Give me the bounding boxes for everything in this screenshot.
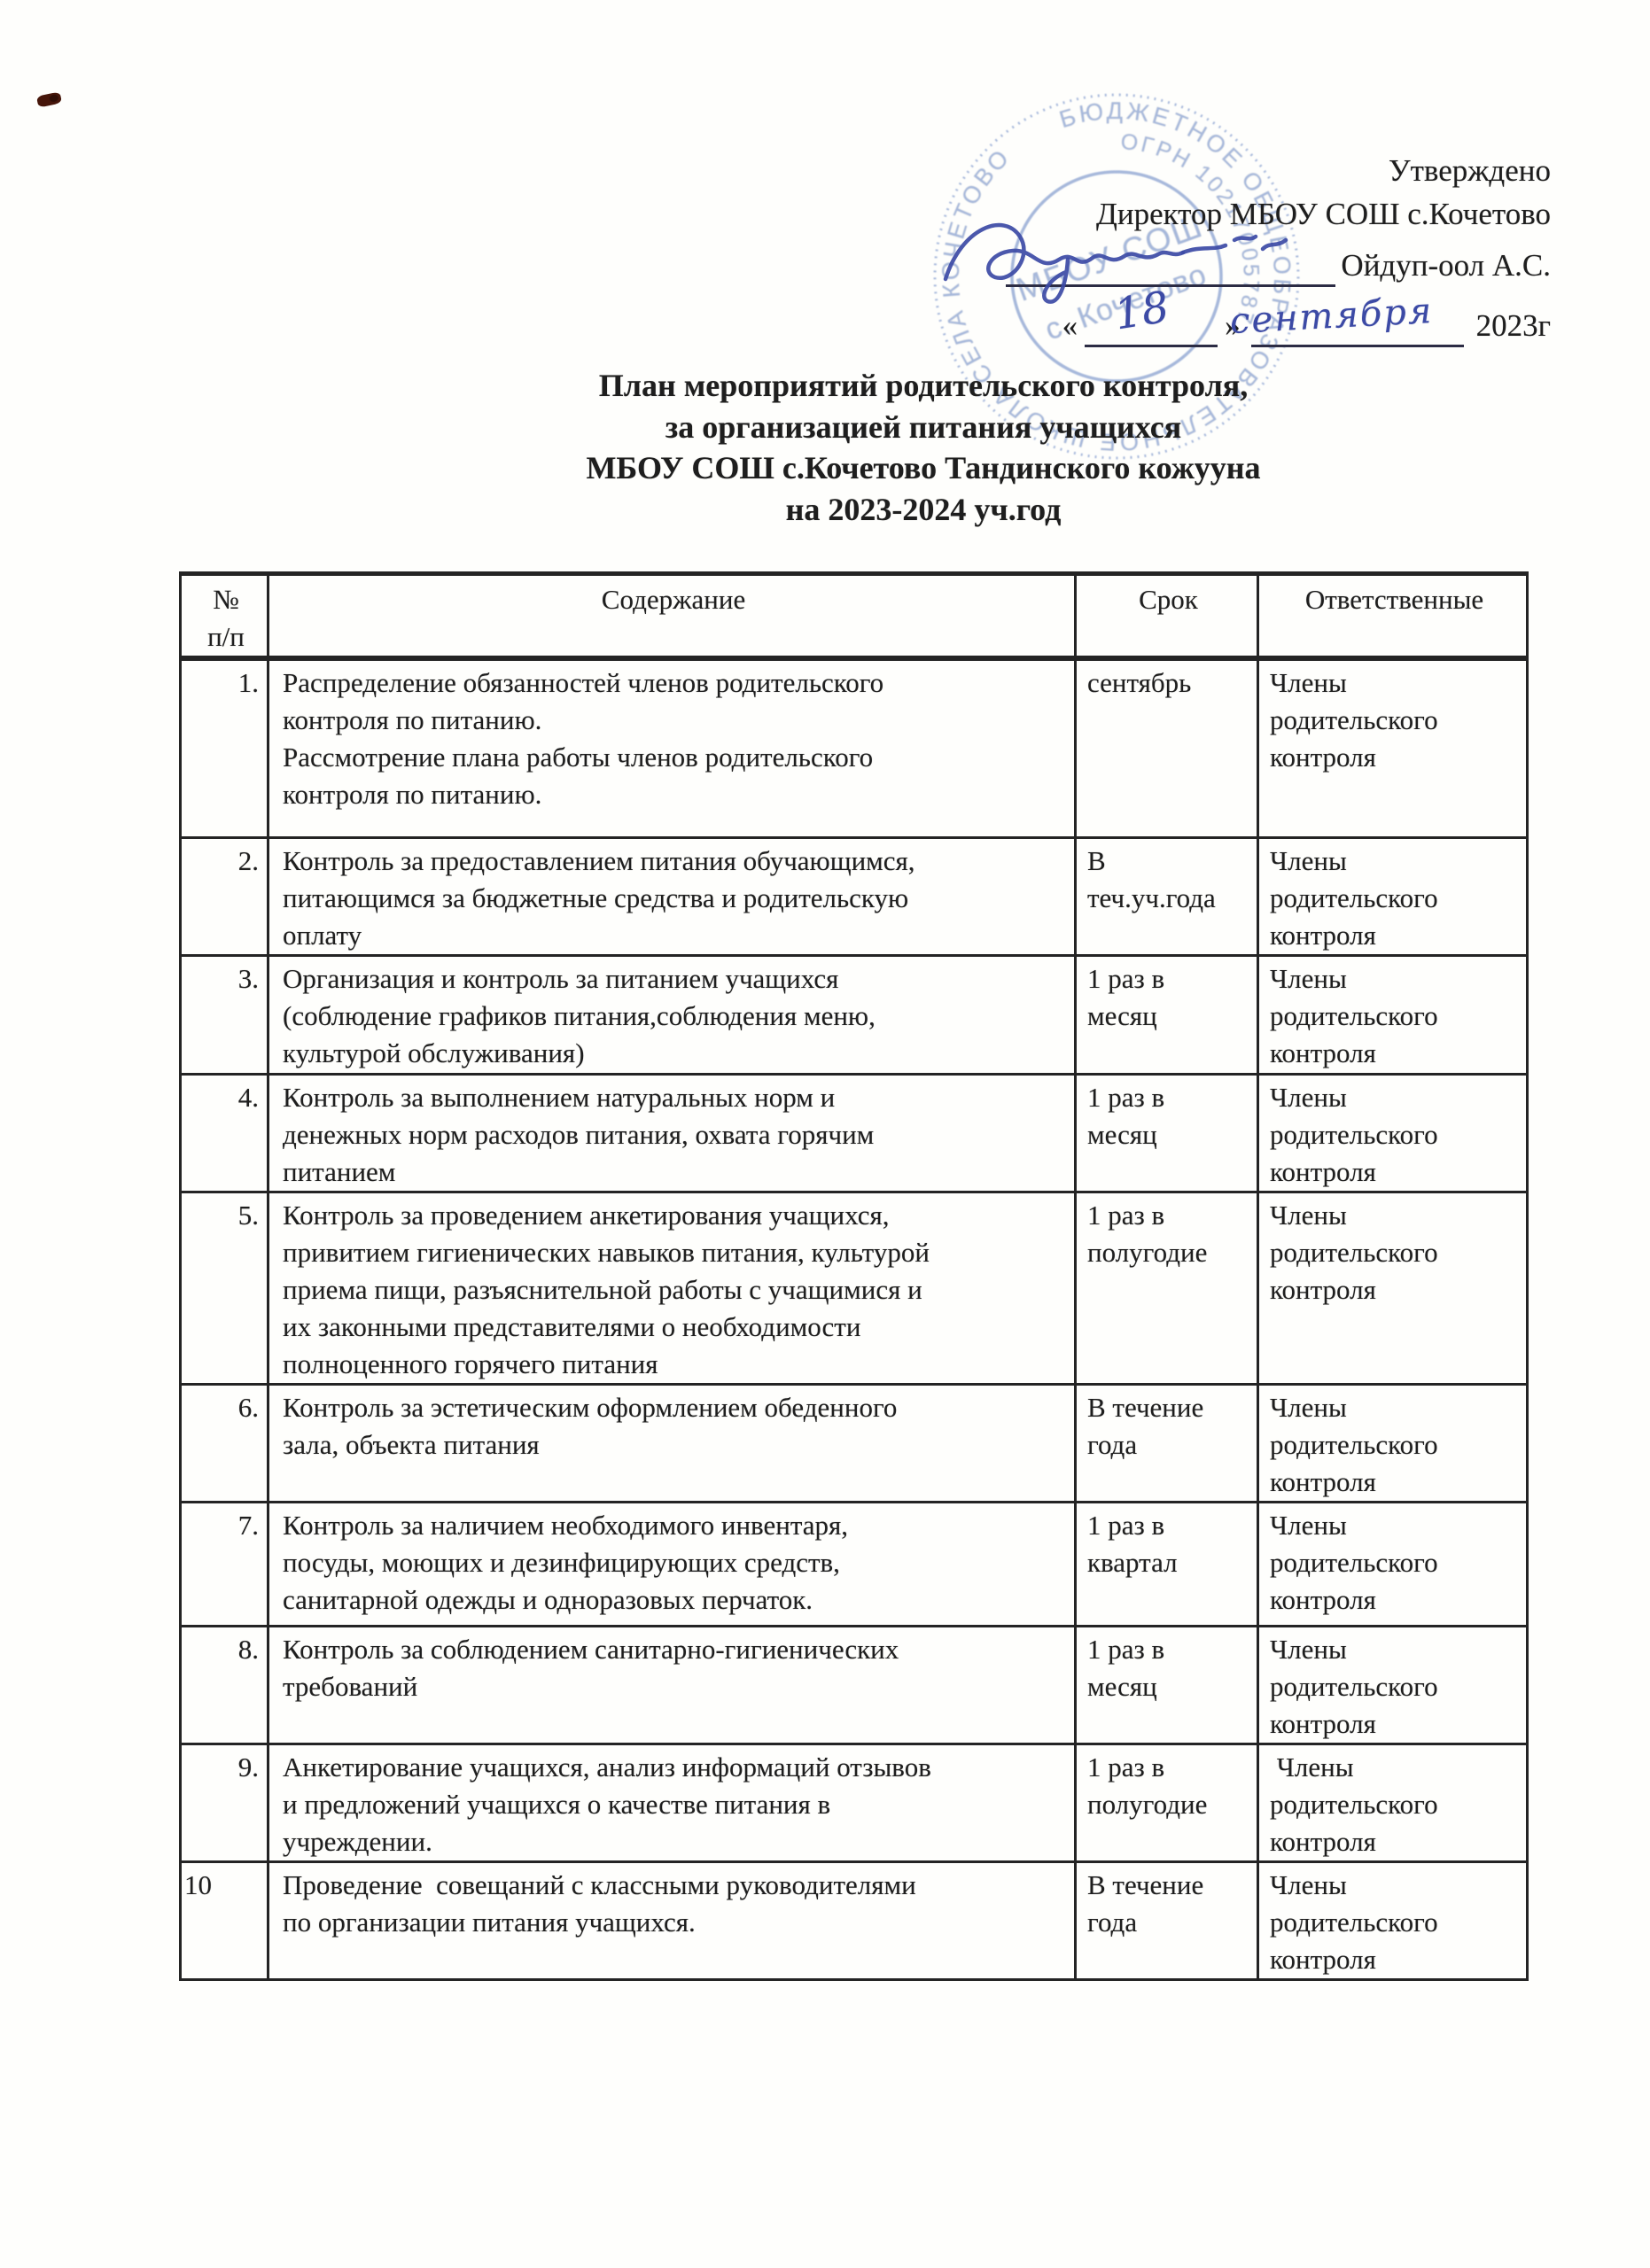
director-label: Директор МБОУ СОШ с.Кочетово: [1095, 197, 1551, 231]
row-responsible: Члены родительского контроля: [1257, 835, 1529, 957]
row-term: 1 раз в месяц: [1074, 1624, 1259, 1745]
row-num: 10: [179, 1860, 269, 1981]
row-responsible: Члены родительского контроля: [1257, 1500, 1529, 1627]
close-quote: »: [1225, 308, 1241, 343]
date-month-slot: сентября: [1229, 291, 1464, 347]
row-num: 7.: [179, 1500, 269, 1627]
row-responsible: Члены родительского контроля: [1257, 1742, 1529, 1863]
title-line4: на 2023-2024 уч.год: [785, 491, 1062, 527]
row-content: Анкетирование учащихся, анализ информаци…: [267, 1742, 1077, 1863]
row-content: Контроль за эстетическим оформлением обе…: [267, 1382, 1077, 1503]
document-title: План мероприятий родительского контроля,…: [436, 365, 1411, 530]
plan-table: № п/п Содержание Срок Ответственные 1. Р…: [179, 571, 1529, 1981]
title-line3: МБОУ СОШ с.Кочетово Тандинского кожууна: [586, 450, 1261, 485]
row-responsible: Члены родительского контроля: [1257, 1072, 1529, 1193]
table-row: 1. Распределение обязанностей членов род…: [179, 656, 1529, 839]
row-term: 1 раз в месяц: [1074, 1072, 1259, 1193]
table-row: 7. Контроль за наличием необходимого инв…: [179, 1500, 1529, 1627]
row-term: В течение года: [1074, 1860, 1259, 1981]
row-num: 5.: [179, 1190, 269, 1386]
table-row: 8. Контроль за соблюдением санитарно-гиг…: [179, 1624, 1529, 1745]
ink-blot: [35, 91, 63, 108]
open-quote: «: [1062, 308, 1078, 343]
row-num: 9.: [179, 1742, 269, 1863]
signature-underline: [944, 222, 1336, 304]
row-content: Контроль за проведением анкетирования уч…: [267, 1190, 1077, 1386]
title-line2: за организацией питания учащихся: [665, 408, 1182, 445]
header-num: № п/п: [179, 571, 269, 661]
row-num: 2.: [179, 835, 269, 957]
table-row: 10 Проведение совещаний с классными руко…: [179, 1860, 1529, 1981]
row-term: В течение года: [1074, 1382, 1259, 1503]
row-content: Организация и контроль за питанием учащи…: [267, 953, 1077, 1076]
handwritten-signature: [944, 222, 1288, 304]
table-header-row: № п/п Содержание Срок Ответственные: [179, 571, 1529, 661]
table-row: 9. Анкетирование учащихся, анализ информ…: [179, 1742, 1529, 1863]
year-label: 2023г: [1475, 308, 1551, 343]
row-responsible: Члены родительского контроля: [1257, 1382, 1529, 1503]
row-num: 1.: [179, 656, 269, 839]
row-term: В теч.уч.года: [1074, 835, 1259, 957]
row-term: 1 раз в полугодие: [1074, 1742, 1259, 1863]
signature-line: Ойдуп-оол А.С.: [944, 222, 1551, 304]
row-num: 3.: [179, 953, 269, 1076]
table-row: 3. Организация и контроль за питанием уч…: [179, 953, 1529, 1076]
row-content: Проведение совещаний с классными руковод…: [267, 1860, 1077, 1981]
title-line1: План мероприятий родительского контроля,: [598, 368, 1249, 403]
director-line: Директор МБОУ СОШ с.Кочетово: [948, 192, 1551, 236]
row-term: 1 раз в квартал: [1074, 1500, 1259, 1627]
row-responsible: Члены родительского контроля: [1257, 656, 1529, 839]
row-responsible: Члены родительского контроля: [1257, 953, 1529, 1076]
approval-block: Утверждено Директор МБОУ СОШ с.Кочетово …: [944, 149, 1551, 347]
approved-label-line: Утверждено: [948, 149, 1551, 192]
row-content: Контроль за наличием необходимого инвент…: [267, 1500, 1077, 1627]
row-content: Контроль за предоставлением питания обуч…: [267, 835, 1077, 957]
row-num: 8.: [179, 1624, 269, 1745]
approval-date-line: « 18 » сентября 2023г: [948, 283, 1551, 347]
row-responsible: Члены родительского контроля: [1257, 1860, 1529, 1981]
table-row: 4. Контроль за выполнением натуральных н…: [179, 1072, 1529, 1193]
header-term: Срок: [1074, 571, 1259, 661]
row-num: 4.: [179, 1072, 269, 1193]
header-responsible: Ответственные: [1257, 571, 1529, 661]
table-row: 6. Контроль за эстетическим оформлением …: [179, 1382, 1529, 1503]
handwritten-day: 18: [1111, 282, 1173, 340]
signer-name: Ойдуп-оол А.С.: [1341, 248, 1551, 283]
row-term: сентябрь: [1074, 656, 1259, 839]
row-responsible: Члены родительского контроля: [1257, 1190, 1529, 1386]
table-row: 2. Контроль за предоставлением питания о…: [179, 835, 1529, 957]
row-term: 1 раз в полугодие: [1074, 1190, 1259, 1386]
header-content: Содержание: [267, 571, 1077, 661]
row-content: Контроль за соблюдением санитарно-гигиен…: [267, 1624, 1077, 1745]
row-content: Распределение обязанностей членов родите…: [267, 656, 1077, 839]
row-num: 6.: [179, 1382, 269, 1503]
row-content: Контроль за выполнением натуральных норм…: [267, 1072, 1077, 1193]
date-day-slot: 18: [1085, 283, 1218, 347]
approved-label: Утверждено: [1388, 153, 1551, 188]
row-term: 1 раз в месяц: [1074, 953, 1259, 1076]
row-responsible: Члены родительского контроля: [1257, 1624, 1529, 1745]
table-row: 5. Контроль за проведением анкетирования…: [179, 1190, 1529, 1386]
